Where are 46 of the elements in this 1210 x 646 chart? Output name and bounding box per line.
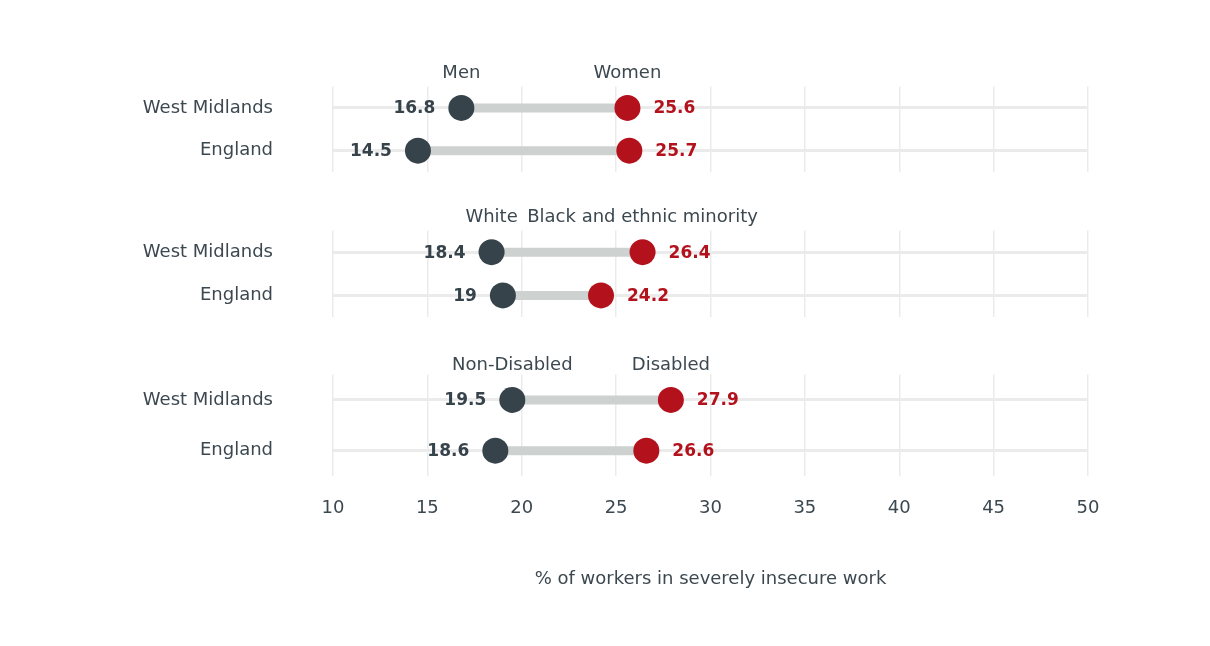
x-tick-label: 35 [793,496,817,518]
data-label: 27.9 [696,389,739,410]
point [657,386,684,413]
x-tick-label: 20 [510,496,534,518]
point [633,437,660,464]
point [448,94,475,121]
data-label: 18.6 [427,440,470,461]
data-label: 25.7 [655,140,698,161]
y-tick-label: England [199,283,273,305]
y-tick-label: England [199,438,273,460]
series-label: White [465,205,518,227]
x-axis-title: % of workers in severely insecure work [534,566,887,588]
y-tick-label: West Midlands [142,387,273,409]
data-label: 18.4 [423,241,466,262]
point [404,137,431,164]
data-label: 26.6 [672,440,715,461]
x-tick-label: 45 [982,496,1006,518]
series-label: Non-Disabled [452,352,573,374]
point [499,386,526,413]
data-label: 24.2 [627,284,669,305]
x-tick-label: 15 [415,496,439,518]
point [482,437,509,464]
series-label: Women [593,60,662,82]
series-label: Disabled [631,352,710,374]
point [616,137,643,164]
point [614,94,641,121]
point [629,239,656,266]
data-label: 19.5 [444,389,487,410]
y-tick-label: West Midlands [142,239,273,261]
x-tick-label: 30 [699,496,722,518]
data-label: 26.4 [668,241,711,262]
series-label: Black and ethnic minority [527,205,759,227]
point [588,282,615,309]
data-label: 25.6 [653,97,696,118]
x-tick-label: 50 [1076,496,1100,518]
data-label: 16.8 [393,97,436,118]
point [489,282,516,309]
series-label: Men [442,60,481,82]
point [478,239,505,266]
x-tick-label: 40 [887,496,911,518]
y-tick-label: West Midlands [142,95,273,117]
x-tick-label: 25 [604,496,628,518]
data-label: 19 [453,284,477,305]
data-label: 14.5 [349,140,392,161]
x-tick-label: 10 [321,496,345,518]
y-tick-label: England [199,138,273,160]
